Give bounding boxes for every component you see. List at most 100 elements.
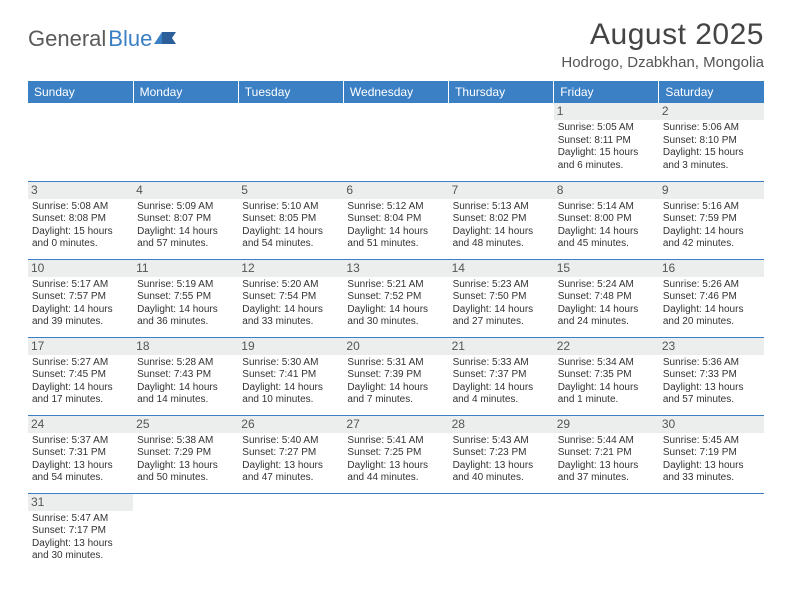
cell-line: Daylight: 14 hours [137,382,234,395]
day-number: 8 [554,182,659,199]
cell-line: Sunrise: 5:26 AM [663,279,760,292]
calendar-cell-empty [449,103,554,181]
calendar-row: 3Sunrise: 5:08 AMSunset: 8:08 PMDaylight… [28,181,764,259]
cell-line: and 42 minutes. [663,238,760,251]
cell-line: and 27 minutes. [453,316,550,329]
cell-line: Sunrise: 5:33 AM [453,357,550,370]
cell-line: Sunrise: 5:41 AM [347,435,444,448]
cell-line: Sunset: 8:08 PM [32,213,129,226]
cell-line: Sunset: 7:37 PM [453,369,550,382]
cell-line: and 37 minutes. [558,472,655,485]
cell-line: Sunset: 8:10 PM [663,135,760,148]
cell-line: Sunrise: 5:47 AM [32,513,129,526]
cell-line: and 51 minutes. [347,238,444,251]
day-number: 30 [659,416,764,433]
calendar-cell-empty [554,493,659,571]
day-number: 26 [238,416,343,433]
cell-line: and 39 minutes. [32,316,129,329]
cell-line: Sunrise: 5:10 AM [242,201,339,214]
cell-line: Sunrise: 5:06 AM [663,122,760,135]
calendar-cell: 4Sunrise: 5:09 AMSunset: 8:07 PMDaylight… [133,181,238,259]
calendar-cell-empty [659,493,764,571]
calendar-cell: 12Sunrise: 5:20 AMSunset: 7:54 PMDayligh… [238,259,343,337]
day-header: Saturday [659,81,764,103]
cell-line: Daylight: 14 hours [558,382,655,395]
cell-line: Daylight: 14 hours [242,382,339,395]
cell-line: Daylight: 13 hours [663,382,760,395]
cell-line: Sunrise: 5:43 AM [453,435,550,448]
cell-line: Sunset: 7:29 PM [137,447,234,460]
cell-line: and 17 minutes. [32,394,129,407]
cell-line: Sunrise: 5:34 AM [558,357,655,370]
cell-line: Sunset: 7:27 PM [242,447,339,460]
calendar-cell: 9Sunrise: 5:16 AMSunset: 7:59 PMDaylight… [659,181,764,259]
cell-line: and 20 minutes. [663,316,760,329]
cell-line: Daylight: 14 hours [453,304,550,317]
cell-line: and 1 minute. [558,394,655,407]
page-title: August 2025 [561,18,764,52]
cell-line: Daylight: 13 hours [32,538,129,551]
calendar-row: 31Sunrise: 5:47 AMSunset: 7:17 PMDayligh… [28,493,764,571]
cell-line: Sunrise: 5:16 AM [663,201,760,214]
calendar-cell: 7Sunrise: 5:13 AMSunset: 8:02 PMDaylight… [449,181,554,259]
cell-line: Sunset: 7:45 PM [32,369,129,382]
cell-line: Sunset: 7:39 PM [347,369,444,382]
calendar-cell-empty [133,103,238,181]
calendar-cell: 8Sunrise: 5:14 AMSunset: 8:00 PMDaylight… [554,181,659,259]
calendar-cell: 22Sunrise: 5:34 AMSunset: 7:35 PMDayligh… [554,337,659,415]
brand-part2: Blue [108,26,152,52]
cell-line: and 3 minutes. [663,160,760,173]
day-number: 11 [133,260,238,277]
cell-line: and 57 minutes. [137,238,234,251]
cell-line: Sunset: 7:54 PM [242,291,339,304]
calendar-cell: 3Sunrise: 5:08 AMSunset: 8:08 PMDaylight… [28,181,133,259]
day-number: 25 [133,416,238,433]
day-number: 13 [343,260,448,277]
cell-line: Daylight: 14 hours [453,382,550,395]
calendar-cell: 25Sunrise: 5:38 AMSunset: 7:29 PMDayligh… [133,415,238,493]
cell-line: and 48 minutes. [453,238,550,251]
cell-line: Daylight: 14 hours [558,226,655,239]
cell-line: Daylight: 14 hours [347,382,444,395]
calendar-cell: 11Sunrise: 5:19 AMSunset: 7:55 PMDayligh… [133,259,238,337]
day-number: 21 [449,338,554,355]
calendar-cell: 13Sunrise: 5:21 AMSunset: 7:52 PMDayligh… [343,259,448,337]
cell-line: Sunrise: 5:28 AM [137,357,234,370]
header: GeneralBlue August 2025 Hodrogo, Dzabkha… [28,18,764,71]
cell-line: Daylight: 14 hours [242,304,339,317]
cell-line: and 6 minutes. [558,160,655,173]
cell-line: Sunset: 7:33 PM [663,369,760,382]
calendar-cell: 29Sunrise: 5:44 AMSunset: 7:21 PMDayligh… [554,415,659,493]
calendar-cell-empty [449,493,554,571]
day-number: 5 [238,182,343,199]
cell-line: Daylight: 13 hours [663,460,760,473]
brand-logo: GeneralBlue [28,18,180,52]
cell-line: and 30 minutes. [32,550,129,563]
cell-line: Daylight: 15 hours [32,226,129,239]
cell-line: Sunset: 8:00 PM [558,213,655,226]
calendar-head: SundayMondayTuesdayWednesdayThursdayFrid… [28,81,764,103]
cell-line: Sunrise: 5:21 AM [347,279,444,292]
day-number: 29 [554,416,659,433]
calendar-cell: 31Sunrise: 5:47 AMSunset: 7:17 PMDayligh… [28,493,133,571]
calendar-cell: 23Sunrise: 5:36 AMSunset: 7:33 PMDayligh… [659,337,764,415]
day-number: 18 [133,338,238,355]
flag-icon [154,26,180,52]
cell-line: Daylight: 14 hours [137,304,234,317]
day-number: 16 [659,260,764,277]
calendar-cell-empty [343,493,448,571]
cell-line: Sunset: 7:57 PM [32,291,129,304]
cell-line: Daylight: 14 hours [32,304,129,317]
cell-line: Sunset: 7:48 PM [558,291,655,304]
day-header: Sunday [28,81,133,103]
day-number: 6 [343,182,448,199]
cell-line: and 7 minutes. [347,394,444,407]
cell-line: Sunrise: 5:40 AM [242,435,339,448]
day-number: 27 [343,416,448,433]
cell-line: Sunset: 7:19 PM [663,447,760,460]
cell-line: Daylight: 13 hours [32,460,129,473]
calendar-row: 24Sunrise: 5:37 AMSunset: 7:31 PMDayligh… [28,415,764,493]
title-block: August 2025 Hodrogo, Dzabkhan, Mongolia [561,18,764,71]
day-number: 23 [659,338,764,355]
cell-line: Sunrise: 5:09 AM [137,201,234,214]
